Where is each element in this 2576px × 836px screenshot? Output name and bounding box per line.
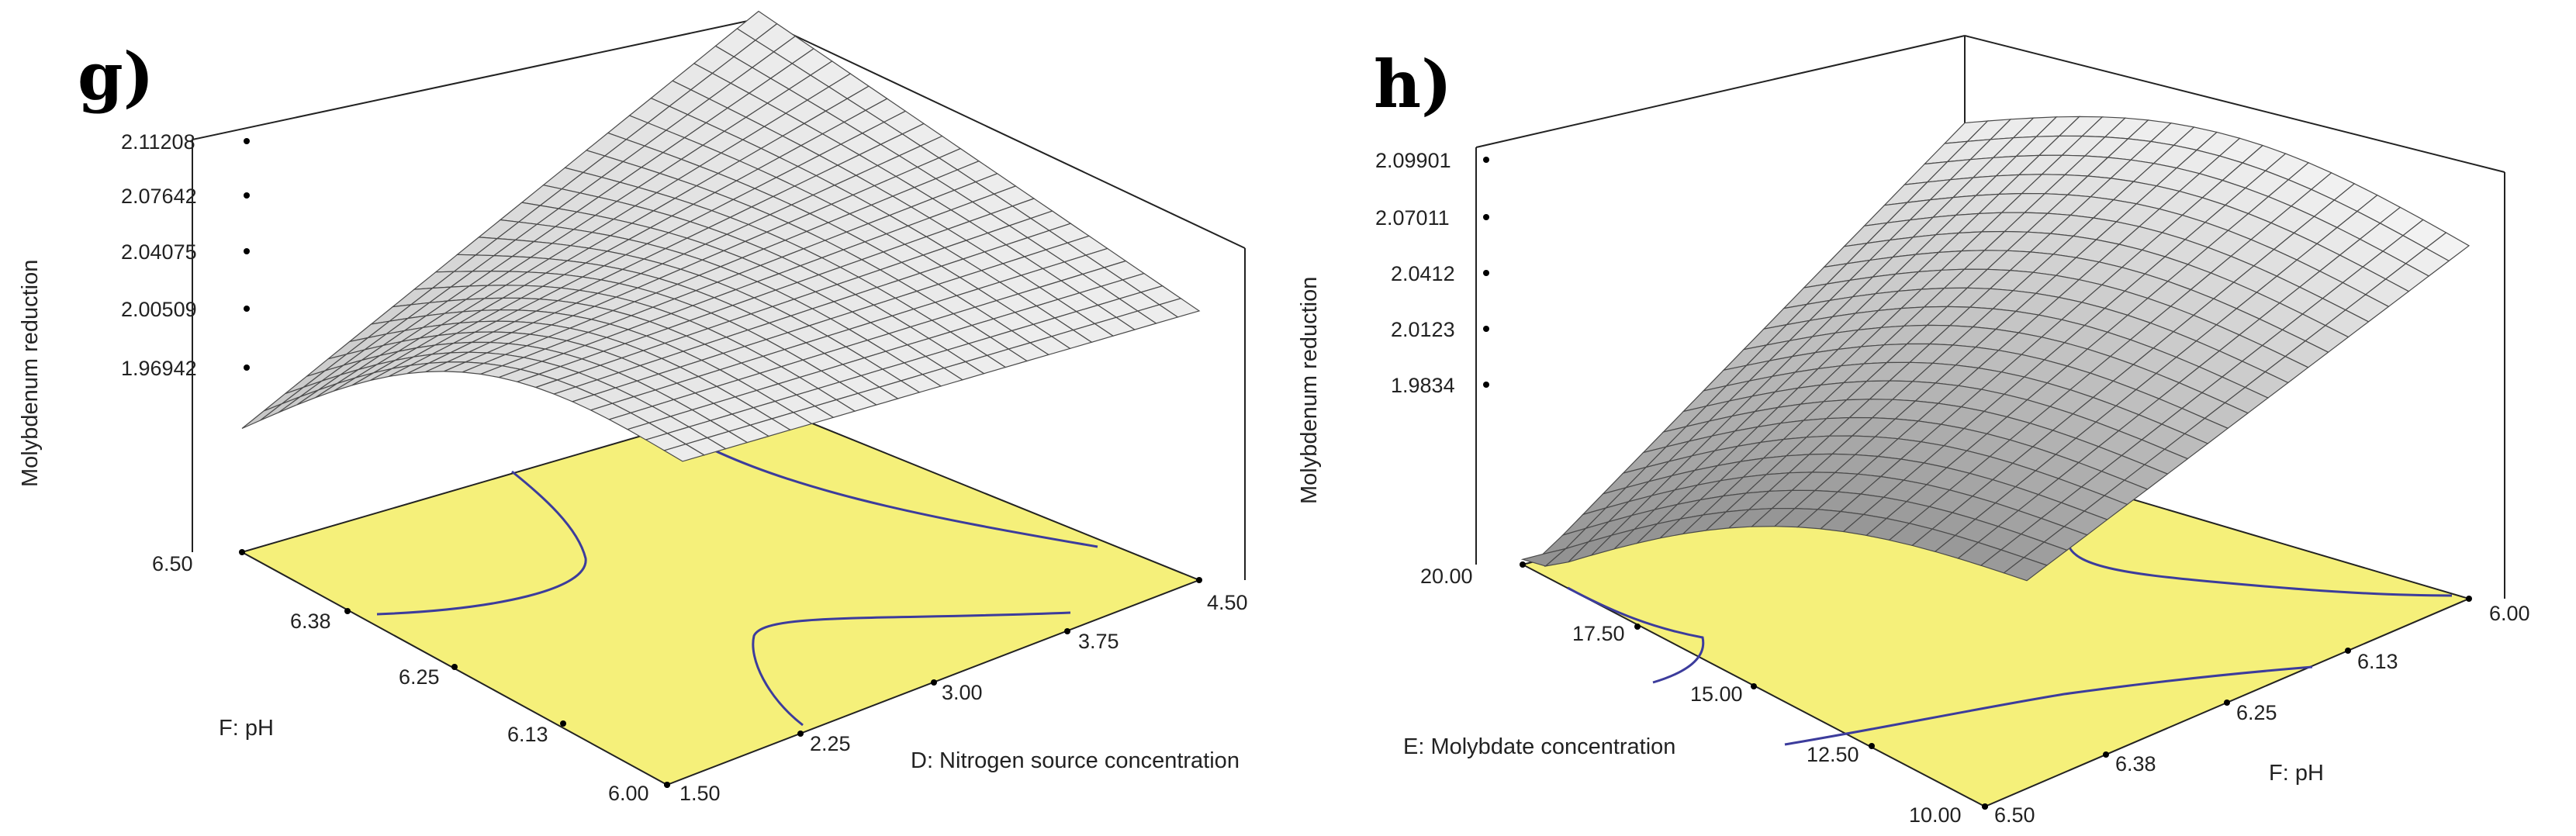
z-tick-g-2: 2.04075 [121, 240, 197, 264]
z-tickmark-g-3 [244, 192, 250, 199]
y-tick-h-0: 10.00 [1909, 803, 1962, 827]
x-tick-g-1: 2.25 [810, 732, 851, 755]
panel-label-g: g) [78, 38, 154, 115]
y-axis-title-g: F: pH [219, 716, 274, 741]
y-ticks-g: 6.00 6.13 6.25 6.38 6.50 [152, 549, 670, 805]
z-axis-title-h: Molybdenum reduction [1297, 277, 1322, 504]
x-tick-g-2: 3.00 [942, 681, 983, 704]
x-ticks-h: 6.50 6.38 6.25 6.13 6.00 [1982, 596, 2530, 827]
y-tick-g-0: 6.00 [608, 782, 649, 805]
z-ticks-h: 1.9834 2.0123 2.0412 2.07011 2.09901 [1375, 149, 1489, 397]
x-tickmark-g-0 [664, 782, 670, 788]
x-tickmark-h-1 [2103, 751, 2109, 758]
surface-cell [662, 444, 706, 462]
z-tickmark-h-2 [1483, 270, 1489, 276]
chart-h: h) 1.9834 2.0123 2.0412 2.07011 2.09901 … [1297, 35, 2530, 827]
x-tickmark-h-2 [2224, 700, 2230, 706]
y-tick-h-1: 12.50 [1807, 743, 1859, 766]
y-tickmark-h-2 [1751, 683, 1757, 689]
z-tickmark-g-1 [244, 306, 250, 312]
x-tickmark-h-4 [2466, 596, 2472, 602]
z-tick-g-0: 1.96942 [121, 357, 197, 380]
x-tick-h-0: 6.50 [1994, 803, 2035, 827]
x-tickmark-g-1 [797, 731, 804, 737]
x-tick-g-4: 4.50 [1207, 591, 1248, 614]
y-tick-h-2: 15.00 [1690, 682, 1743, 706]
z-tickmark-g-0 [244, 364, 250, 371]
x-tick-h-1: 6.38 [2115, 752, 2156, 776]
z-tickmark-h-1 [1483, 326, 1489, 332]
z-tick-g-1: 2.00509 [121, 298, 197, 321]
contour-g-2 [376, 470, 587, 616]
z-tick-g-3: 2.07642 [121, 185, 197, 208]
z-tick-h-0: 1.9834 [1391, 374, 1455, 397]
z-tick-h-2: 2.0412 [1391, 262, 1455, 285]
x-tick-h-2: 6.25 [2236, 701, 2277, 724]
surface-cell [2003, 557, 2049, 582]
y-tickmark-h-1 [1869, 743, 1875, 749]
x-ticks-g: 1.50 2.25 3.00 3.75 4.50 [664, 577, 1248, 805]
z-tickmark-h-0 [1483, 382, 1489, 388]
surface-h [1520, 116, 2471, 582]
y-axis-title-h: E: Molybdate concentration [1403, 734, 1675, 759]
x-axis-title-g: D: Nitrogen source concentration [911, 748, 1240, 773]
floor-g [240, 400, 1202, 786]
x-tickmark-h-0 [1982, 803, 1988, 810]
panel-label-h: h) [1374, 46, 1452, 123]
y-tick-g-4: 6.50 [152, 552, 193, 575]
chart-g: g) 1.96942 2.00509 2.04075 2.07642 2.112… [18, 10, 1248, 805]
z-tickmark-h-4 [1483, 157, 1489, 163]
x-tick-h-3: 6.13 [2357, 650, 2398, 673]
x-tick-g-0: 1.50 [679, 782, 721, 805]
y-tickmark-g-1 [560, 720, 566, 727]
y-tick-g-3: 6.38 [290, 610, 331, 633]
y-tick-h-4: 20.00 [1420, 565, 1473, 588]
y-tickmark-g-4 [239, 549, 245, 555]
y-tickmark-h-3 [1634, 624, 1641, 630]
y-tick-g-2: 6.25 [399, 665, 440, 689]
z-tick-h-1: 2.0123 [1391, 318, 1455, 341]
y-tick-g-1: 6.13 [507, 723, 548, 746]
y-tick-h-3: 17.50 [1572, 622, 1625, 645]
x-tickmark-g-3 [1064, 628, 1070, 634]
y-tickmark-h-4 [1520, 561, 1526, 568]
contour-h-1 [1567, 586, 1705, 684]
x-tickmark-g-4 [1196, 577, 1202, 583]
y-tickmark-g-2 [451, 664, 458, 670]
z-tickmark-g-4 [244, 138, 250, 144]
z-axis-title-g: Molybdenum reduction [18, 260, 43, 487]
z-tickmark-g-2 [244, 248, 250, 254]
z-tick-g-4: 2.11208 [121, 130, 195, 154]
z-tickmark-h-3 [1483, 214, 1489, 220]
x-tickmark-h-3 [2345, 648, 2351, 654]
contour-h-3 [1784, 665, 2313, 746]
frame-h [1475, 35, 2505, 599]
x-tickmark-g-2 [931, 679, 937, 686]
z-tick-h-3: 2.07011 [1375, 206, 1450, 230]
z-ticks-g: 1.96942 2.00509 2.04075 2.07642 2.11208 [121, 130, 250, 380]
x-axis-title-h: F: pH [2269, 761, 2324, 786]
surface-cell [241, 403, 282, 430]
y-tickmark-g-3 [344, 608, 351, 614]
x-tick-g-3: 3.75 [1078, 630, 1119, 653]
surface-g [241, 10, 1201, 462]
z-tick-h-4: 2.09901 [1375, 149, 1451, 172]
contour-g-3 [752, 611, 1071, 727]
y-ticks-h: 10.00 12.50 15.00 17.50 20.00 [1420, 561, 1988, 827]
x-tick-h-4: 6.00 [2489, 602, 2530, 625]
